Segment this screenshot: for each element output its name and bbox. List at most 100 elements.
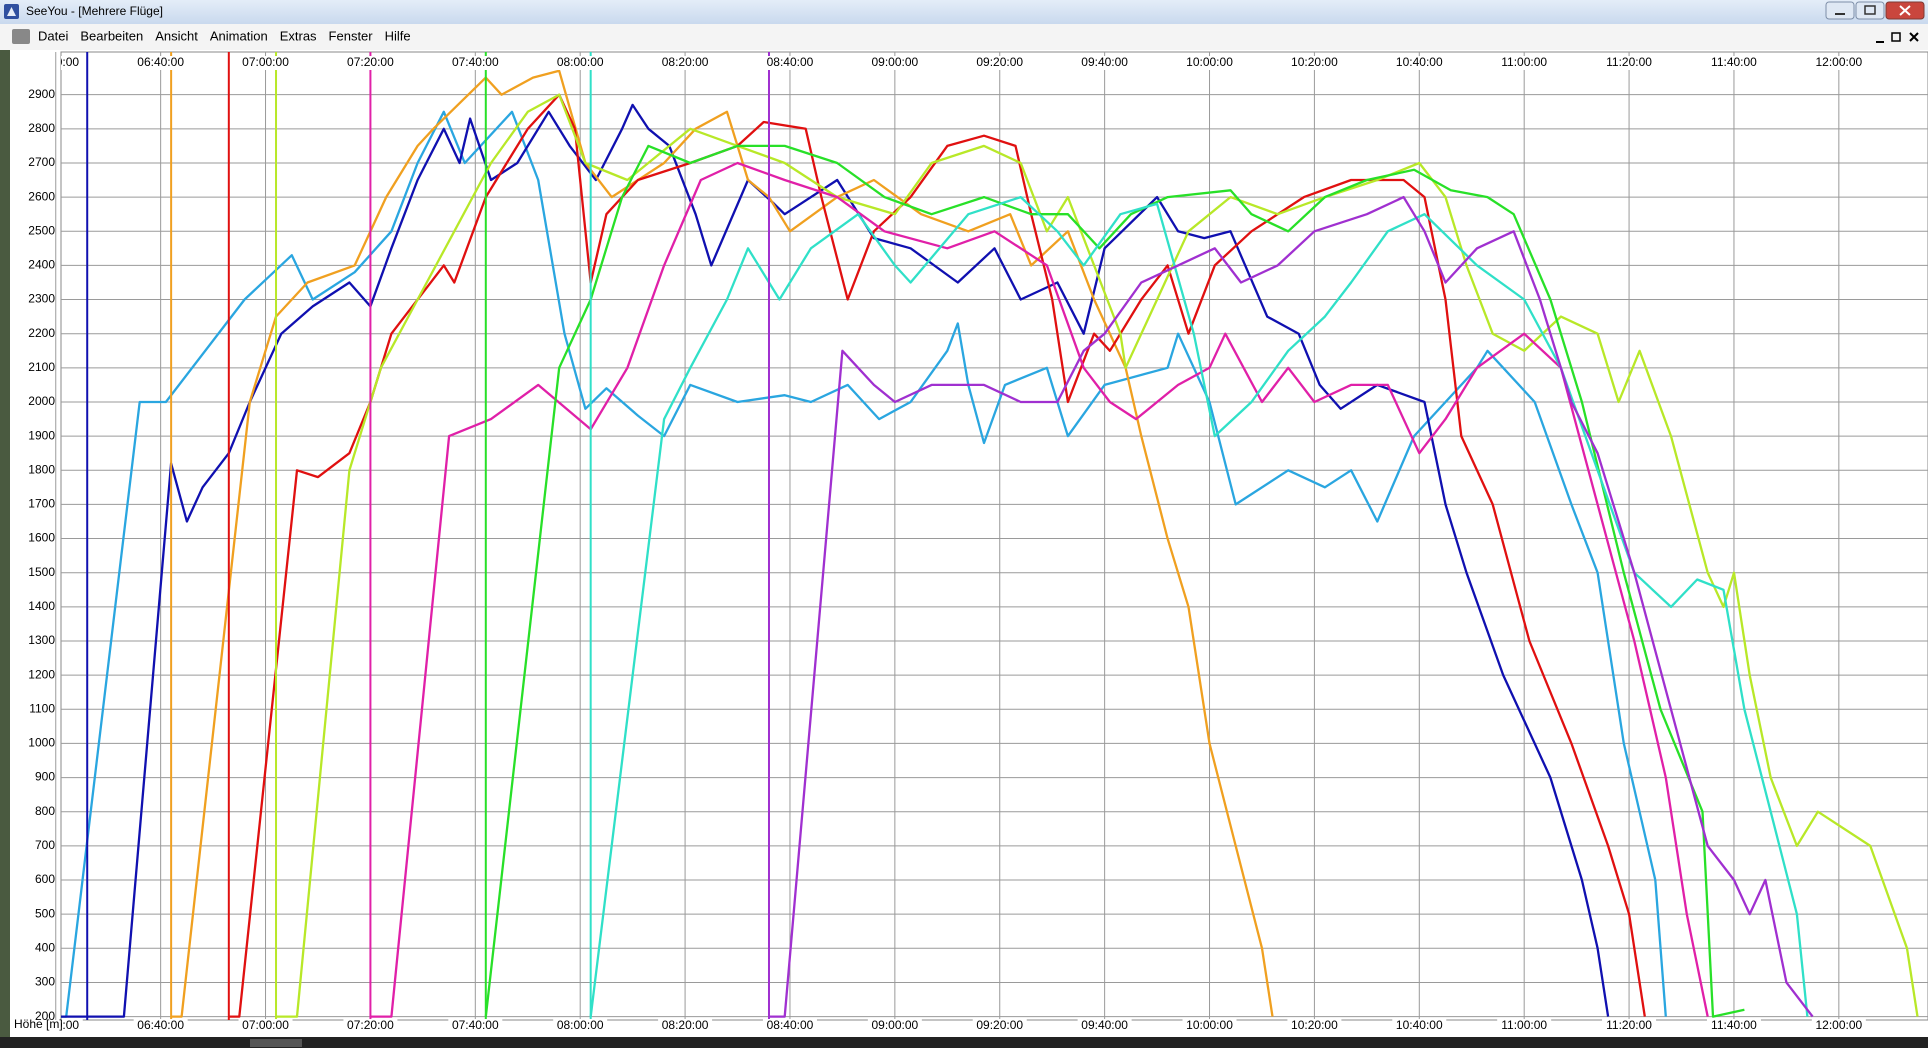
x-tick-label-bg <box>133 1019 188 1033</box>
grid <box>55 51 1928 1021</box>
menu-item[interactable]: Bearbeiten <box>80 28 143 43</box>
menu-item[interactable]: Ansicht <box>155 28 198 43</box>
x-tick-label: 10:40:00 <box>1396 1018 1443 1032</box>
y-axis-label: Höhe [m] <box>14 1017 63 1031</box>
window-controls <box>1825 1 1925 20</box>
x-tick-label-bg <box>1182 1019 1237 1033</box>
x-tick-label: 07:40:00 <box>452 55 499 69</box>
y-tick-label: 800 <box>35 804 55 818</box>
y-tick-label: 2400 <box>28 258 55 272</box>
x-tick-label-bg <box>1077 1019 1132 1033</box>
x-tick-label-bg <box>1811 56 1866 70</box>
x-tick-label-bg <box>762 56 817 70</box>
flight-altitude-line <box>228 93 1646 1018</box>
y-tick-label: 900 <box>35 770 55 784</box>
y-tick-label: 1800 <box>28 462 55 476</box>
document-icon <box>12 29 30 44</box>
y-tick-label: 1100 <box>29 701 55 715</box>
menu-item[interactable]: Animation <box>210 28 268 43</box>
x-tick-label-bg <box>61 56 83 70</box>
x-tick-label: 10:00:00 <box>1186 55 1233 69</box>
menu-item[interactable]: Extras <box>280 28 317 43</box>
x-tick-label: 07:00:00 <box>242 55 289 69</box>
y-tick-label: 1400 <box>28 599 55 613</box>
mdi-close[interactable] <box>1909 32 1919 42</box>
x-tick-label-bg <box>343 56 398 70</box>
x-tick-label: 12:00:00 <box>1815 1018 1862 1032</box>
x-tick-label-bg <box>1706 56 1761 70</box>
x-tick-label-bg <box>1287 1019 1342 1033</box>
x-tick-label-bg <box>1602 56 1657 70</box>
x-tick-label: 07:20:00 <box>347 55 394 69</box>
x-tick-label-bg <box>972 1019 1027 1033</box>
x-tick-label: 11:20:00 <box>1606 55 1652 69</box>
x-tick-label: 06:40:00 <box>137 55 184 69</box>
mdi-controls <box>1876 32 1919 43</box>
flight-altitude-line <box>276 93 1919 1018</box>
menu-items: Datei Bearbeiten Ansicht Animation Extras Fen… <box>38 28 411 43</box>
x-tick-label: 10:20:00 <box>1291 1018 1338 1032</box>
x-tick-label: 08:40:00 <box>767 1018 814 1032</box>
status-bar <box>0 1037 1928 1048</box>
x-tick-label-bg <box>658 1019 713 1033</box>
y-tick-label: 1200 <box>28 667 55 681</box>
x-tick-label: 11:40:00 <box>1711 55 1757 69</box>
flight-altitude-line <box>769 195 1814 1018</box>
x-tick-label-bg <box>448 56 503 70</box>
x-tick-label: 12:00:00 <box>1815 55 1862 69</box>
y-tick-label: 2200 <box>28 326 55 340</box>
x-tick-label-bg <box>1497 1019 1552 1033</box>
y-tick-label: 700 <box>35 838 55 852</box>
desktop-edge <box>0 50 10 1037</box>
y-tick-label: 2000 <box>28 394 55 408</box>
window-title: SeeYou - [Mehrere Flüge] <box>26 4 163 18</box>
menu-item[interactable]: Fenster <box>329 28 374 43</box>
y-tick-label: 2900 <box>28 87 55 101</box>
y-tick-label: 2300 <box>28 292 55 306</box>
x-tick-label: 10:20:00 <box>1291 55 1338 69</box>
x-tick-label-bg <box>658 56 713 70</box>
minimize-button[interactable] <box>1825 1 1855 20</box>
x-tick-label-bg <box>448 1019 503 1033</box>
app-icon-glyph <box>7 7 16 16</box>
y-tick-label: 2500 <box>28 223 55 237</box>
y-tick-label: 300 <box>35 975 55 989</box>
x-tick-label: 09:40:00 <box>1081 55 1128 69</box>
flight-altitude-line <box>484 144 1745 1018</box>
close-glyph <box>1899 5 1911 16</box>
title-bar <box>0 0 1928 24</box>
restore-button[interactable] <box>1855 1 1885 20</box>
x-tick-label: 07:20:00 <box>347 1018 394 1032</box>
y-tick-label: 500 <box>35 906 55 920</box>
x-tick-label: 11:20:00 <box>1606 1018 1652 1032</box>
x-tick-label: 11:00:00 <box>1501 55 1547 69</box>
scrollbar-thumb[interactable] <box>250 1039 302 1047</box>
mdi-restore[interactable] <box>1891 32 1901 42</box>
x-tick-label: 11:00:00 <box>1501 1018 1547 1032</box>
x-tick-label-bg <box>762 1019 817 1033</box>
x-tick-label: 08:40:00 <box>767 55 814 69</box>
restore-glyph <box>1864 5 1876 15</box>
y-tick-label: 2600 <box>28 189 55 203</box>
x-tick-label-bg <box>1392 56 1447 70</box>
x-tick-label: 08:00:00 <box>557 1018 604 1032</box>
flight-altitude-line <box>589 195 1809 1017</box>
x-tick-label-bg <box>553 1019 608 1033</box>
x-tick-label-bg <box>1497 56 1552 70</box>
y-tick-label: 1900 <box>28 428 55 442</box>
x-tick-label-bg <box>1182 56 1237 70</box>
x-tick-label: 07:40:00 <box>452 1018 499 1032</box>
y-tick-label: 200 <box>35 1009 55 1023</box>
x-tick-label-bg <box>1392 1019 1447 1033</box>
menu-item[interactable]: Datei <box>38 28 68 43</box>
flight-altitude-line <box>370 161 1709 1018</box>
x-tick-label: 08:00:00 <box>557 55 604 69</box>
x-tick-label-bg <box>133 56 188 70</box>
y-tick-label: 400 <box>35 940 55 954</box>
x-tick-labels: 06:20:00 06:20:00 06:40:00 06:40:00 07:00:00… <box>61 55 1866 1033</box>
flight-altitude-line <box>171 69 1274 1018</box>
x-tick-label-bg <box>238 56 293 70</box>
menu-item[interactable]: Hilfe <box>385 28 411 43</box>
x-tick-label-bg <box>553 56 608 70</box>
